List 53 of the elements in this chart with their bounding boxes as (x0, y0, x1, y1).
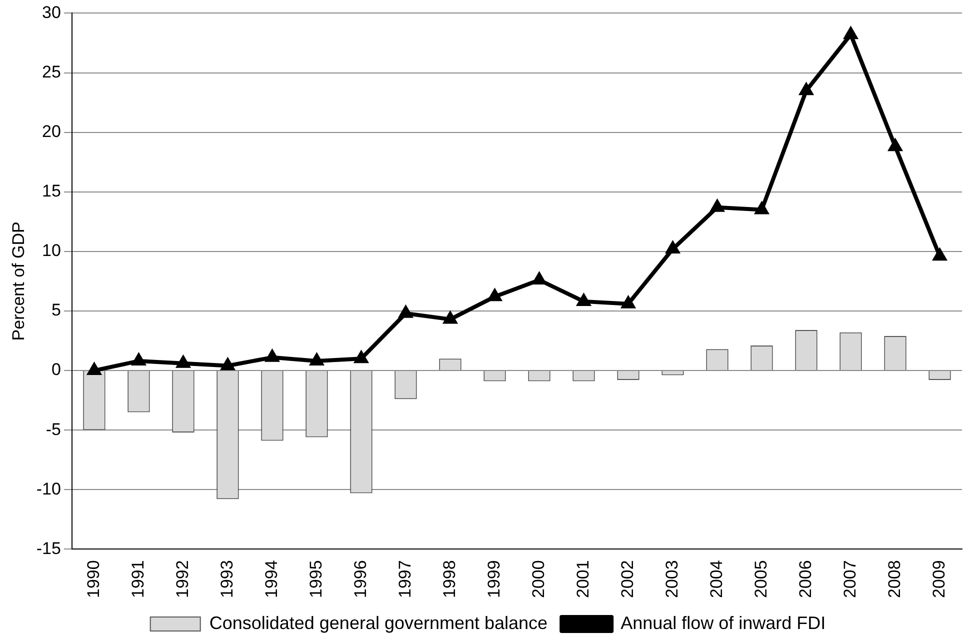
point (444, 312, 457, 324)
x-tick-label: 2008 (884, 560, 904, 598)
x-tick-label: 1998 (440, 560, 459, 598)
point (577, 294, 590, 306)
y-tick-label: -10 (36, 479, 61, 498)
y-tick-label: 15 (42, 182, 61, 201)
x-tick-label: 1991 (128, 560, 148, 598)
point (888, 140, 902, 152)
x-tick-label: 1996 (350, 560, 370, 598)
point (844, 28, 858, 40)
y-tick-label: 10 (42, 241, 61, 260)
y-tick-label: -5 (46, 420, 61, 439)
y-tick-label: 0 (52, 360, 61, 380)
x-tick-label: 2000 (528, 560, 548, 598)
point (755, 202, 768, 214)
point (88, 364, 101, 376)
y-tick-label: 30 (42, 2, 61, 22)
point (176, 356, 190, 368)
legend-label: Annual flow of inward FDI (620, 612, 826, 633)
point (710, 200, 724, 212)
point (399, 306, 412, 318)
x-tick-label: 1997 (395, 560, 414, 598)
legend-label: Consolidated general government balance (209, 612, 548, 633)
x-tick-label: 2006 (796, 560, 815, 598)
x-tick-label: 2005 (751, 560, 770, 598)
x-tick-label: 2003 (662, 560, 682, 598)
x-tick-label: 2009 (929, 560, 948, 598)
x-tick-label: 1993 (217, 560, 236, 598)
x-tick-label: 2001 (573, 560, 592, 598)
y-tick-label: -15 (36, 538, 61, 558)
point (132, 354, 146, 366)
x-tick-label: 1995 (306, 560, 326, 598)
y-tick-label: 5 (52, 300, 61, 320)
x-tick-label: 1990 (84, 560, 103, 598)
point (488, 290, 502, 302)
y-tick-label: 20 (42, 122, 61, 141)
point (532, 273, 546, 284)
point (266, 350, 279, 362)
point (800, 84, 813, 96)
point (310, 354, 324, 366)
x-tick-label: 1994 (262, 560, 281, 598)
x-tick-label: 2002 (618, 560, 637, 598)
point (354, 352, 368, 364)
x-tick-label: 2007 (840, 560, 860, 598)
x-tick-label: 1992 (172, 560, 192, 598)
y-axis-title: Percent of GDP (8, 222, 28, 341)
x-tick-label: 2004 (706, 560, 726, 598)
x-tick-label: 1999 (484, 560, 504, 598)
point (221, 358, 234, 370)
y-tick-label: 25 (42, 62, 61, 82)
point (666, 242, 680, 254)
point (933, 249, 946, 261)
point (622, 296, 635, 308)
